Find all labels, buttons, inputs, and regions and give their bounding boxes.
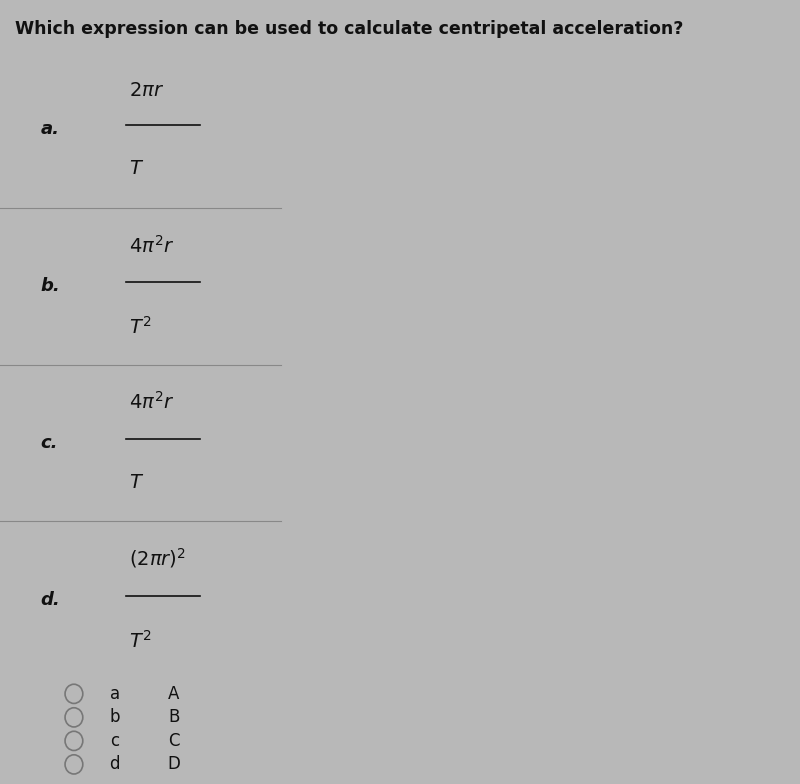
Text: $4 \pi^2 r$: $4 \pi^2 r$: [130, 391, 174, 413]
Text: b.: b.: [41, 278, 61, 295]
Text: d: d: [110, 756, 120, 773]
Text: $2 \pi r$: $2 \pi r$: [130, 81, 165, 100]
Text: D: D: [167, 756, 180, 773]
Text: $T^2$: $T^2$: [130, 630, 152, 652]
Text: $T$: $T$: [130, 159, 145, 178]
Text: B: B: [168, 709, 179, 726]
Text: $T^2$: $T^2$: [130, 316, 152, 338]
Text: b: b: [110, 709, 120, 726]
Text: c: c: [110, 732, 119, 750]
Text: $4 \pi^2 r$: $4 \pi^2 r$: [130, 234, 174, 256]
Text: d.: d.: [41, 591, 61, 608]
Text: C: C: [168, 732, 179, 750]
Text: A: A: [168, 685, 179, 702]
Text: c.: c.: [41, 434, 58, 452]
Text: a.: a.: [41, 121, 60, 138]
Text: a: a: [110, 685, 120, 702]
Text: $T$: $T$: [130, 473, 145, 492]
Text: Which expression can be used to calculate centripetal acceleration?: Which expression can be used to calculat…: [14, 20, 683, 38]
Text: $(2 \pi r)^2$: $(2 \pi r)^2$: [130, 546, 186, 570]
